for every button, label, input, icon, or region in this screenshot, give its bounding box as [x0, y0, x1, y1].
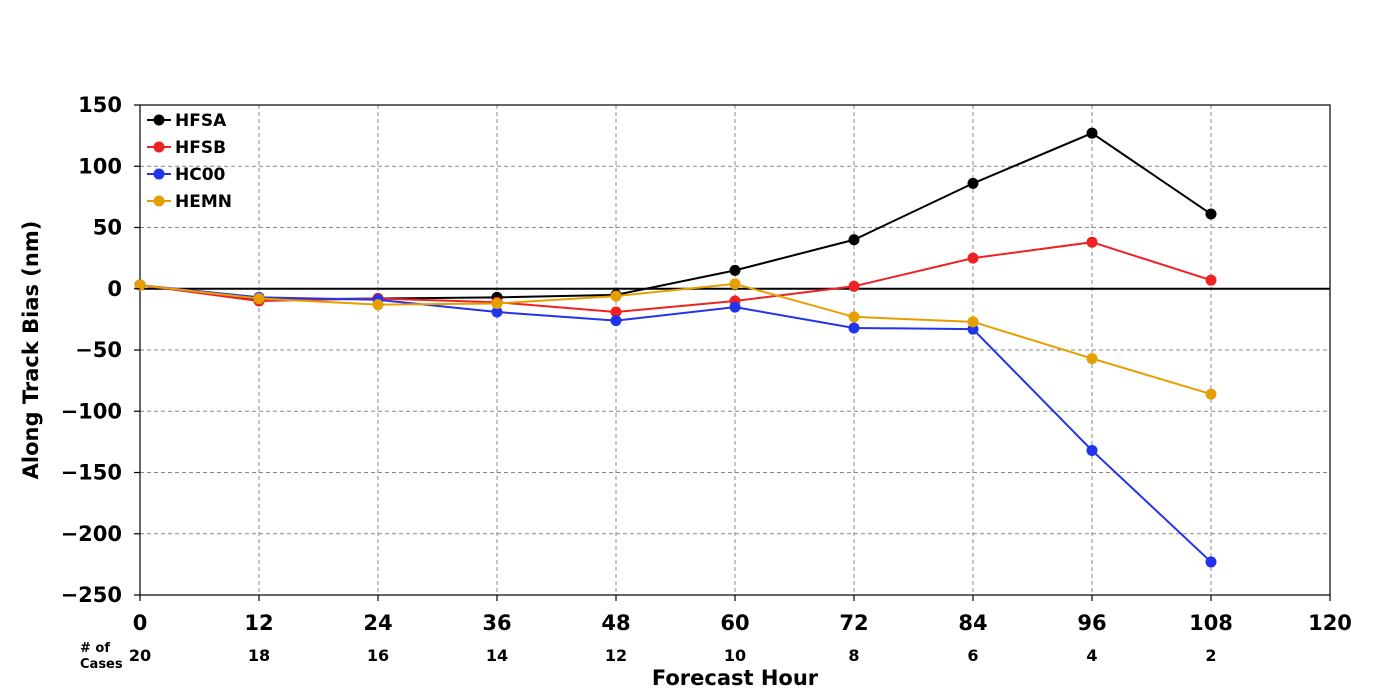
data-point-hfsa — [848, 234, 860, 246]
data-point-hfsb — [967, 252, 979, 264]
legend-label-hc00: HC00 — [175, 165, 226, 185]
case-count: 12 — [605, 646, 627, 665]
data-point-hfsa — [967, 177, 979, 189]
data-point-hfsb — [1205, 274, 1217, 286]
legend-label-hfsa: HFSA — [175, 111, 227, 131]
case-count: 8 — [848, 646, 859, 665]
data-point-hemn — [372, 299, 384, 311]
data-point-hemn — [1205, 388, 1217, 400]
x-tick-label: 24 — [363, 611, 392, 635]
grid — [140, 105, 1330, 595]
legend-marker-hemn — [153, 195, 165, 207]
cases-label-line: # of — [80, 641, 110, 656]
data-point-hfsa — [729, 264, 741, 276]
y-tick-label: −50 — [75, 338, 122, 362]
series-hfsa — [134, 127, 1217, 306]
data-point-hemn — [1086, 353, 1098, 365]
data-point-hemn — [729, 278, 741, 290]
y-tick-label: 150 — [78, 93, 122, 117]
series-line-hc00 — [139, 284, 1212, 563]
case-count: 6 — [967, 646, 978, 665]
data-point-hc00 — [848, 322, 860, 334]
x-tick-label: 36 — [482, 611, 511, 635]
legend: HFSA HFSB HC00 HEMN — [147, 111, 232, 212]
x-tick-label: 84 — [958, 611, 987, 635]
data-point-hc00 — [729, 301, 741, 313]
data-point-hc00 — [610, 315, 622, 327]
series-hfsb — [134, 236, 1217, 318]
data-point-hfsb — [610, 306, 622, 318]
legend-marker-hc00 — [153, 168, 165, 180]
case-count: 18 — [248, 646, 270, 665]
case-count: 20 — [129, 646, 151, 665]
series-line-hemn — [139, 282, 1212, 396]
y-tick-label: −150 — [61, 461, 122, 485]
cases-label-line: Cases — [80, 657, 123, 672]
case-count: 4 — [1086, 646, 1097, 665]
y-tick-label: 0 — [107, 277, 122, 301]
data-point-hemn — [610, 290, 622, 302]
case-count: 10 — [724, 646, 746, 665]
series-hc00 — [134, 279, 1217, 568]
y-axis-label: Along Track Bias (nm) — [19, 221, 43, 480]
case-count: 16 — [367, 646, 389, 665]
data-point-hfsa — [1086, 127, 1098, 139]
x-tick-label: 96 — [1077, 611, 1106, 635]
data-point-hemn — [253, 293, 265, 305]
data-point-hc00 — [1205, 556, 1217, 568]
data-point-hemn — [134, 279, 146, 291]
data-point-hemn — [967, 316, 979, 328]
x-axis-label: Forecast Hour — [652, 666, 819, 690]
series-layer — [134, 127, 1217, 568]
series-hemn — [134, 278, 1217, 400]
data-point-hc00 — [1086, 444, 1098, 456]
x-tick-labels: 0 12 24 36 48 60 72 84 96 108 120 — [133, 595, 1352, 635]
x-tick-label: 12 — [244, 611, 273, 635]
legend-label-hfsb: HFSB — [175, 138, 226, 158]
legend-marker-hfsa — [153, 114, 165, 126]
case-count: 2 — [1205, 646, 1216, 665]
x-tick-label: 72 — [839, 611, 868, 635]
x-tick-label: 60 — [720, 611, 749, 635]
x-tick-label: 108 — [1189, 611, 1233, 635]
data-point-hemn — [848, 311, 860, 323]
legend-label-hemn: HEMN — [175, 192, 232, 212]
y-tick-label: −250 — [61, 583, 122, 607]
cases-row: # of Cases 20 18 16 14 12 10 8 6 4 2 — [80, 641, 1217, 672]
x-tick-label: 48 — [601, 611, 630, 635]
x-tick-label: 0 — [133, 611, 148, 635]
case-count: 14 — [486, 646, 508, 665]
data-point-hemn — [491, 297, 503, 309]
series-line-hfsa — [139, 132, 1212, 301]
y-tick-label: 100 — [78, 154, 122, 178]
x-tick-label: 120 — [1308, 611, 1352, 635]
legend-marker-hfsb — [153, 141, 165, 153]
series-line-hfsb — [139, 241, 1212, 314]
y-tick-labels: 150 100 50 0 −50 −100 −150 −200 −250 — [61, 93, 140, 607]
data-point-hc00 — [491, 306, 503, 318]
y-tick-label: −200 — [61, 522, 122, 546]
data-point-hfsa — [1205, 208, 1217, 220]
cases-label: # of Cases — [80, 641, 123, 672]
data-point-hfsb — [848, 280, 860, 292]
y-tick-label: 50 — [93, 216, 122, 240]
y-tick-label: −100 — [61, 399, 122, 423]
data-point-hfsb — [1086, 236, 1098, 248]
